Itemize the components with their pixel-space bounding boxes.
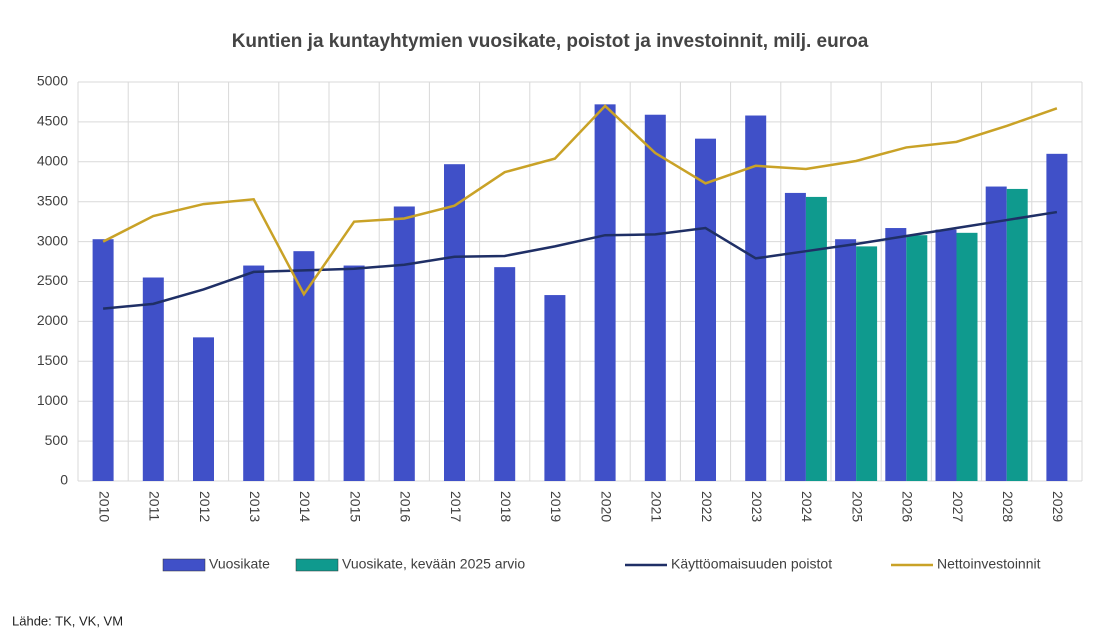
y-tick-label: 4000 (37, 153, 68, 169)
bar (745, 115, 767, 482)
bar (906, 235, 928, 481)
y-tick-label: 2000 (37, 312, 68, 328)
y-tick-label: 4500 (37, 113, 68, 129)
x-tick-label: 2026 (900, 491, 916, 522)
y-tick-label: 1000 (37, 392, 68, 408)
y-tick-label: 5000 (37, 73, 68, 89)
bar (956, 232, 978, 481)
bar (243, 265, 265, 481)
x-tick-label: 2012 (197, 491, 213, 522)
x-tick-label: 2020 (598, 491, 614, 522)
x-tick-label: 2025 (849, 491, 865, 522)
y-tick-label: 2500 (37, 272, 68, 288)
bar (1046, 153, 1068, 481)
x-tick-label: 2029 (1050, 491, 1066, 522)
bar (92, 239, 114, 481)
x-tick-label: 2015 (347, 491, 363, 522)
bar (444, 164, 465, 481)
y-tick-label: 1500 (37, 352, 68, 368)
bar (494, 267, 516, 481)
bar (856, 246, 878, 481)
bar (644, 114, 666, 481)
x-tick-label: 2010 (96, 491, 112, 522)
x-tick-label: 2013 (247, 491, 263, 522)
bar (985, 186, 1007, 481)
bar (784, 192, 806, 481)
bar (1006, 188, 1028, 481)
legend-label: Nettoinvestoinnit (937, 556, 1041, 572)
bar (343, 265, 365, 481)
legend-swatch (162, 558, 206, 572)
legend-label: Vuosikate (209, 556, 270, 572)
bar (594, 104, 616, 482)
x-tick-label: 2023 (749, 491, 765, 522)
x-tick-label: 2028 (1000, 491, 1016, 522)
y-tick-label: 3500 (37, 192, 68, 208)
x-tick-label: 2024 (799, 491, 815, 522)
x-tick-label: 2018 (498, 491, 514, 522)
chart-title: Kuntien ja kuntayhtymien vuosikate, pois… (232, 31, 869, 52)
bar (805, 196, 827, 482)
source: Lähde: TK, VK, VM (12, 613, 123, 628)
legend-swatch (295, 558, 339, 572)
legend-label: Vuosikate, kevään 2025 arvio (342, 556, 525, 572)
x-tick-label: 2011 (147, 491, 163, 521)
bar (193, 337, 214, 481)
bar (695, 138, 716, 481)
bar (544, 295, 566, 481)
x-tick-label: 2016 (398, 491, 414, 522)
legend-label: Käyttöomaisuuden poistot (671, 556, 832, 572)
x-tick-label: 2014 (297, 491, 313, 522)
bar (835, 239, 857, 481)
bar (393, 206, 415, 481)
bar (885, 228, 907, 481)
line (102, 210, 1058, 310)
y-tick-label: 500 (45, 432, 69, 448)
x-tick-label: 2017 (448, 491, 464, 522)
y-tick-label: 3000 (37, 232, 68, 248)
x-tick-label: 2019 (548, 491, 564, 522)
y-tick-label: 0 (60, 472, 68, 488)
bar (293, 251, 315, 481)
x-tick-label: 2021 (649, 491, 665, 522)
bar (142, 277, 164, 481)
bar (935, 229, 957, 481)
x-tick-label: 2022 (699, 491, 715, 522)
x-tick-label: 2027 (950, 491, 966, 522)
line (102, 104, 1058, 297)
